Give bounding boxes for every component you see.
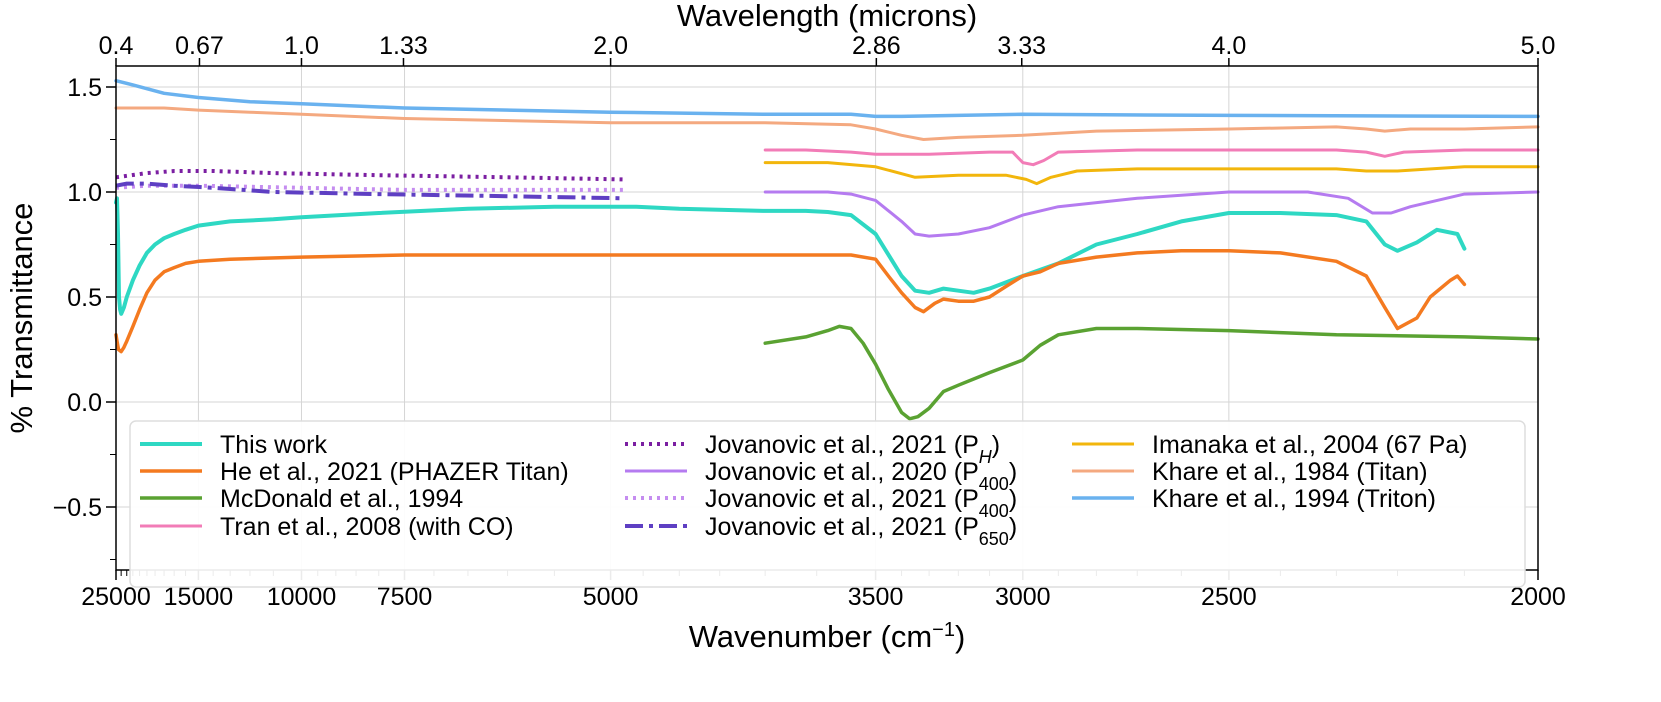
y-tick-label: −0.5: [53, 494, 102, 522]
top-axis-title: Wavelength (microns): [677, 0, 977, 33]
series-group: [114, 78, 1540, 421]
legend-entry: Jovanovic et al., 2021 (P650): [705, 513, 1017, 549]
legend-entry: Tran et al., 2008 (with CO): [220, 513, 514, 541]
legend-entry: Jovanovic et al., 2021 (PH): [705, 431, 1000, 467]
legend-entry-close: ): [1009, 458, 1017, 486]
legend-entry-base: Jovanovic et al., 2021 (P: [705, 513, 979, 541]
legend-entry: This work: [220, 431, 327, 459]
x-axis-title: Wavenumber (cm−1): [689, 619, 966, 654]
series-line: [763, 324, 1540, 421]
legend-entry-close: ): [1009, 485, 1017, 513]
legend-entry: Khare et al., 1994 (Triton): [1152, 485, 1436, 513]
y-tick-label: 1.0: [67, 179, 102, 207]
x-axis-title-close: ): [955, 619, 965, 654]
y-tick-label: 1.5: [67, 74, 102, 102]
legend-entry-sub: 400: [979, 501, 1009, 521]
legend-entry-close: ): [1009, 513, 1017, 541]
series-line: [115, 181, 624, 201]
x2-tick-label: 3.33: [997, 32, 1046, 60]
y-tick-label: 0.5: [67, 284, 102, 312]
series-line: [763, 161, 1540, 186]
y-axis-title: % Transmittance: [4, 203, 39, 434]
legend-entry-sub: 400: [979, 474, 1009, 494]
series-line: [115, 183, 624, 192]
series-line: [763, 148, 1540, 167]
series-line: [115, 169, 624, 182]
series-line: [114, 106, 1540, 141]
y-tick-label: 0.0: [67, 389, 102, 417]
series-line: [763, 190, 1540, 238]
series-line: [114, 196, 1467, 316]
series-line: [114, 249, 1467, 354]
x2-tick-label: 5.0: [1521, 32, 1556, 60]
x2-tick-label: 1.33: [379, 32, 428, 60]
legend-entry: He et al., 2021 (PHAZER Titan): [220, 458, 569, 486]
x2-tick-label: 4.0: [1211, 32, 1246, 60]
series-line: [114, 78, 1540, 119]
x-axis-title-sup: −1: [932, 619, 955, 641]
x2-tick-label: 0.4: [99, 32, 134, 60]
legend-entry-close: ): [992, 431, 1000, 459]
legend-entry: Jovanovic et al., 2020 (P400): [705, 458, 1017, 494]
legend-entry: Imanaka et al., 2004 (67 Pa): [1152, 431, 1467, 459]
legend-entry-base: Jovanovic et al., 2021 (P: [705, 485, 979, 513]
x2-tick-label: 2.0: [593, 32, 628, 60]
legend-box: [129, 420, 1526, 588]
legend-entry-sub: 650: [979, 529, 1009, 549]
legend-entry: Jovanovic et al., 2021 (P400): [705, 485, 1017, 521]
legend-entry-base: Jovanovic et al., 2020 (P: [705, 458, 979, 486]
legend-entry-base: Jovanovic et al., 2021 (P: [705, 431, 979, 459]
x-axis-title-base: Wavenumber (cm: [689, 619, 932, 654]
legend-entry-sub: H: [979, 447, 993, 467]
x2-tick-label: 1.0: [284, 32, 319, 60]
x2-tick-label: 2.86: [852, 32, 901, 60]
legend-entry: Khare et al., 1984 (Titan): [1152, 458, 1428, 486]
x2-tick-label: 0.67: [175, 32, 224, 60]
legend-entry: McDonald et al., 1994: [220, 485, 463, 513]
